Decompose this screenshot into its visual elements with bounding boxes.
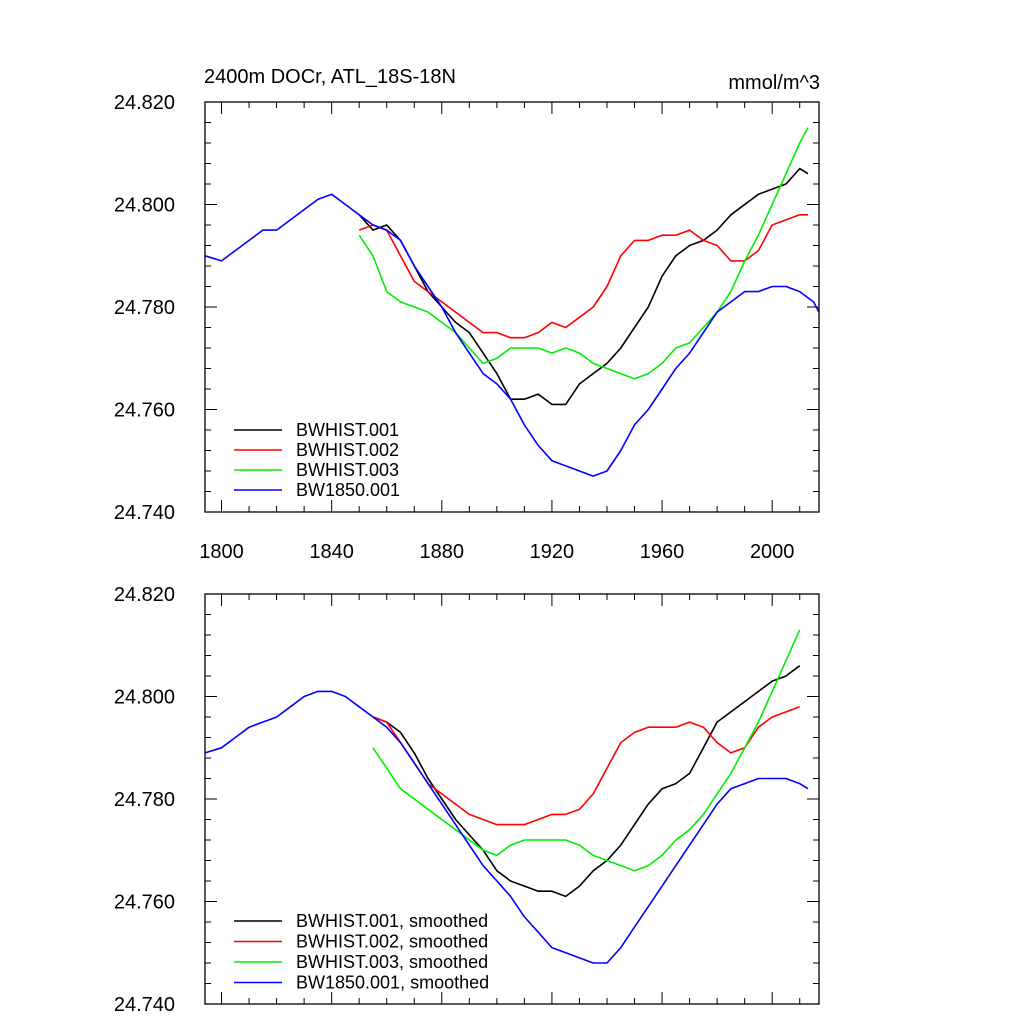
y-tick-label: 24.800 <box>114 195 175 217</box>
series-line-bwhist-001 <box>358 167 809 406</box>
x-tick-label: 1840 <box>309 541 354 563</box>
y-tick-label: 24.740 <box>114 502 175 524</box>
y-tick-label: 24.740 <box>114 994 175 1016</box>
y-tick-label: 24.780 <box>114 297 175 319</box>
legend-label: BW1850.001 <box>296 480 400 500</box>
legend-label: BWHIST.003 <box>296 460 399 480</box>
series-line-bwhist-003 <box>358 127 809 380</box>
top-plot-frame <box>204 101 820 513</box>
top-series-lines <box>204 127 820 477</box>
series-line-bwhist-001 <box>372 665 801 898</box>
x-tick-label: 1920 <box>530 541 575 563</box>
legend-label: BWHIST.002, smoothed <box>296 932 488 952</box>
y-tick-label: 24.820 <box>114 584 175 606</box>
y-tick-label: 24.780 <box>114 789 175 811</box>
x-tick-label: 2000 <box>750 541 795 563</box>
y-tick-label: 24.820 <box>114 92 175 114</box>
legend-label: BW1850.001, smoothed <box>296 973 489 993</box>
bottom-panel: 24.740 24.760 24.780 24.800 24.820 BWHIST.00… <box>114 584 820 1016</box>
legend-label: BWHIST.003, smoothed <box>296 952 488 972</box>
bottom-axis-ticks: 24.740 24.760 24.780 24.800 24.820 <box>114 584 819 1016</box>
top-panel: 2400m DOCr, ATL_18S-18N mmol/m^3 24.7402… <box>114 66 820 563</box>
top-axis-ticks: 24.740 24.760 24.780 24.800 24.820 1800 1840 18… <box>114 92 819 563</box>
bottom-plot-frame <box>204 593 820 1005</box>
x-tick-label: 1880 <box>420 541 465 563</box>
x-tick-label: 1960 <box>640 541 685 563</box>
x-tick-label: 1800 <box>199 541 244 563</box>
series-line-bwhist-003 <box>372 629 801 872</box>
legend-label: BWHIST.001, smoothed <box>296 911 488 931</box>
chart-title: 2400m DOCr, ATL_18S-18N <box>204 66 456 88</box>
y-tick-label: 24.760 <box>114 892 175 914</box>
series-line-bw1850-001 <box>204 193 820 477</box>
y-tick-label: 24.800 <box>114 687 175 709</box>
units-label: mmol/m^3 <box>728 72 820 94</box>
y-tick-label: 24.760 <box>114 400 175 422</box>
bottom-series-lines <box>204 629 809 964</box>
series-line-bw1850-001 <box>204 690 809 964</box>
legend-label: BWHIST.002 <box>296 440 399 460</box>
legend-label: BWHIST.001 <box>296 420 399 440</box>
series-line-bwhist-002 <box>358 214 808 339</box>
series-line-bwhist-002 <box>372 706 800 826</box>
